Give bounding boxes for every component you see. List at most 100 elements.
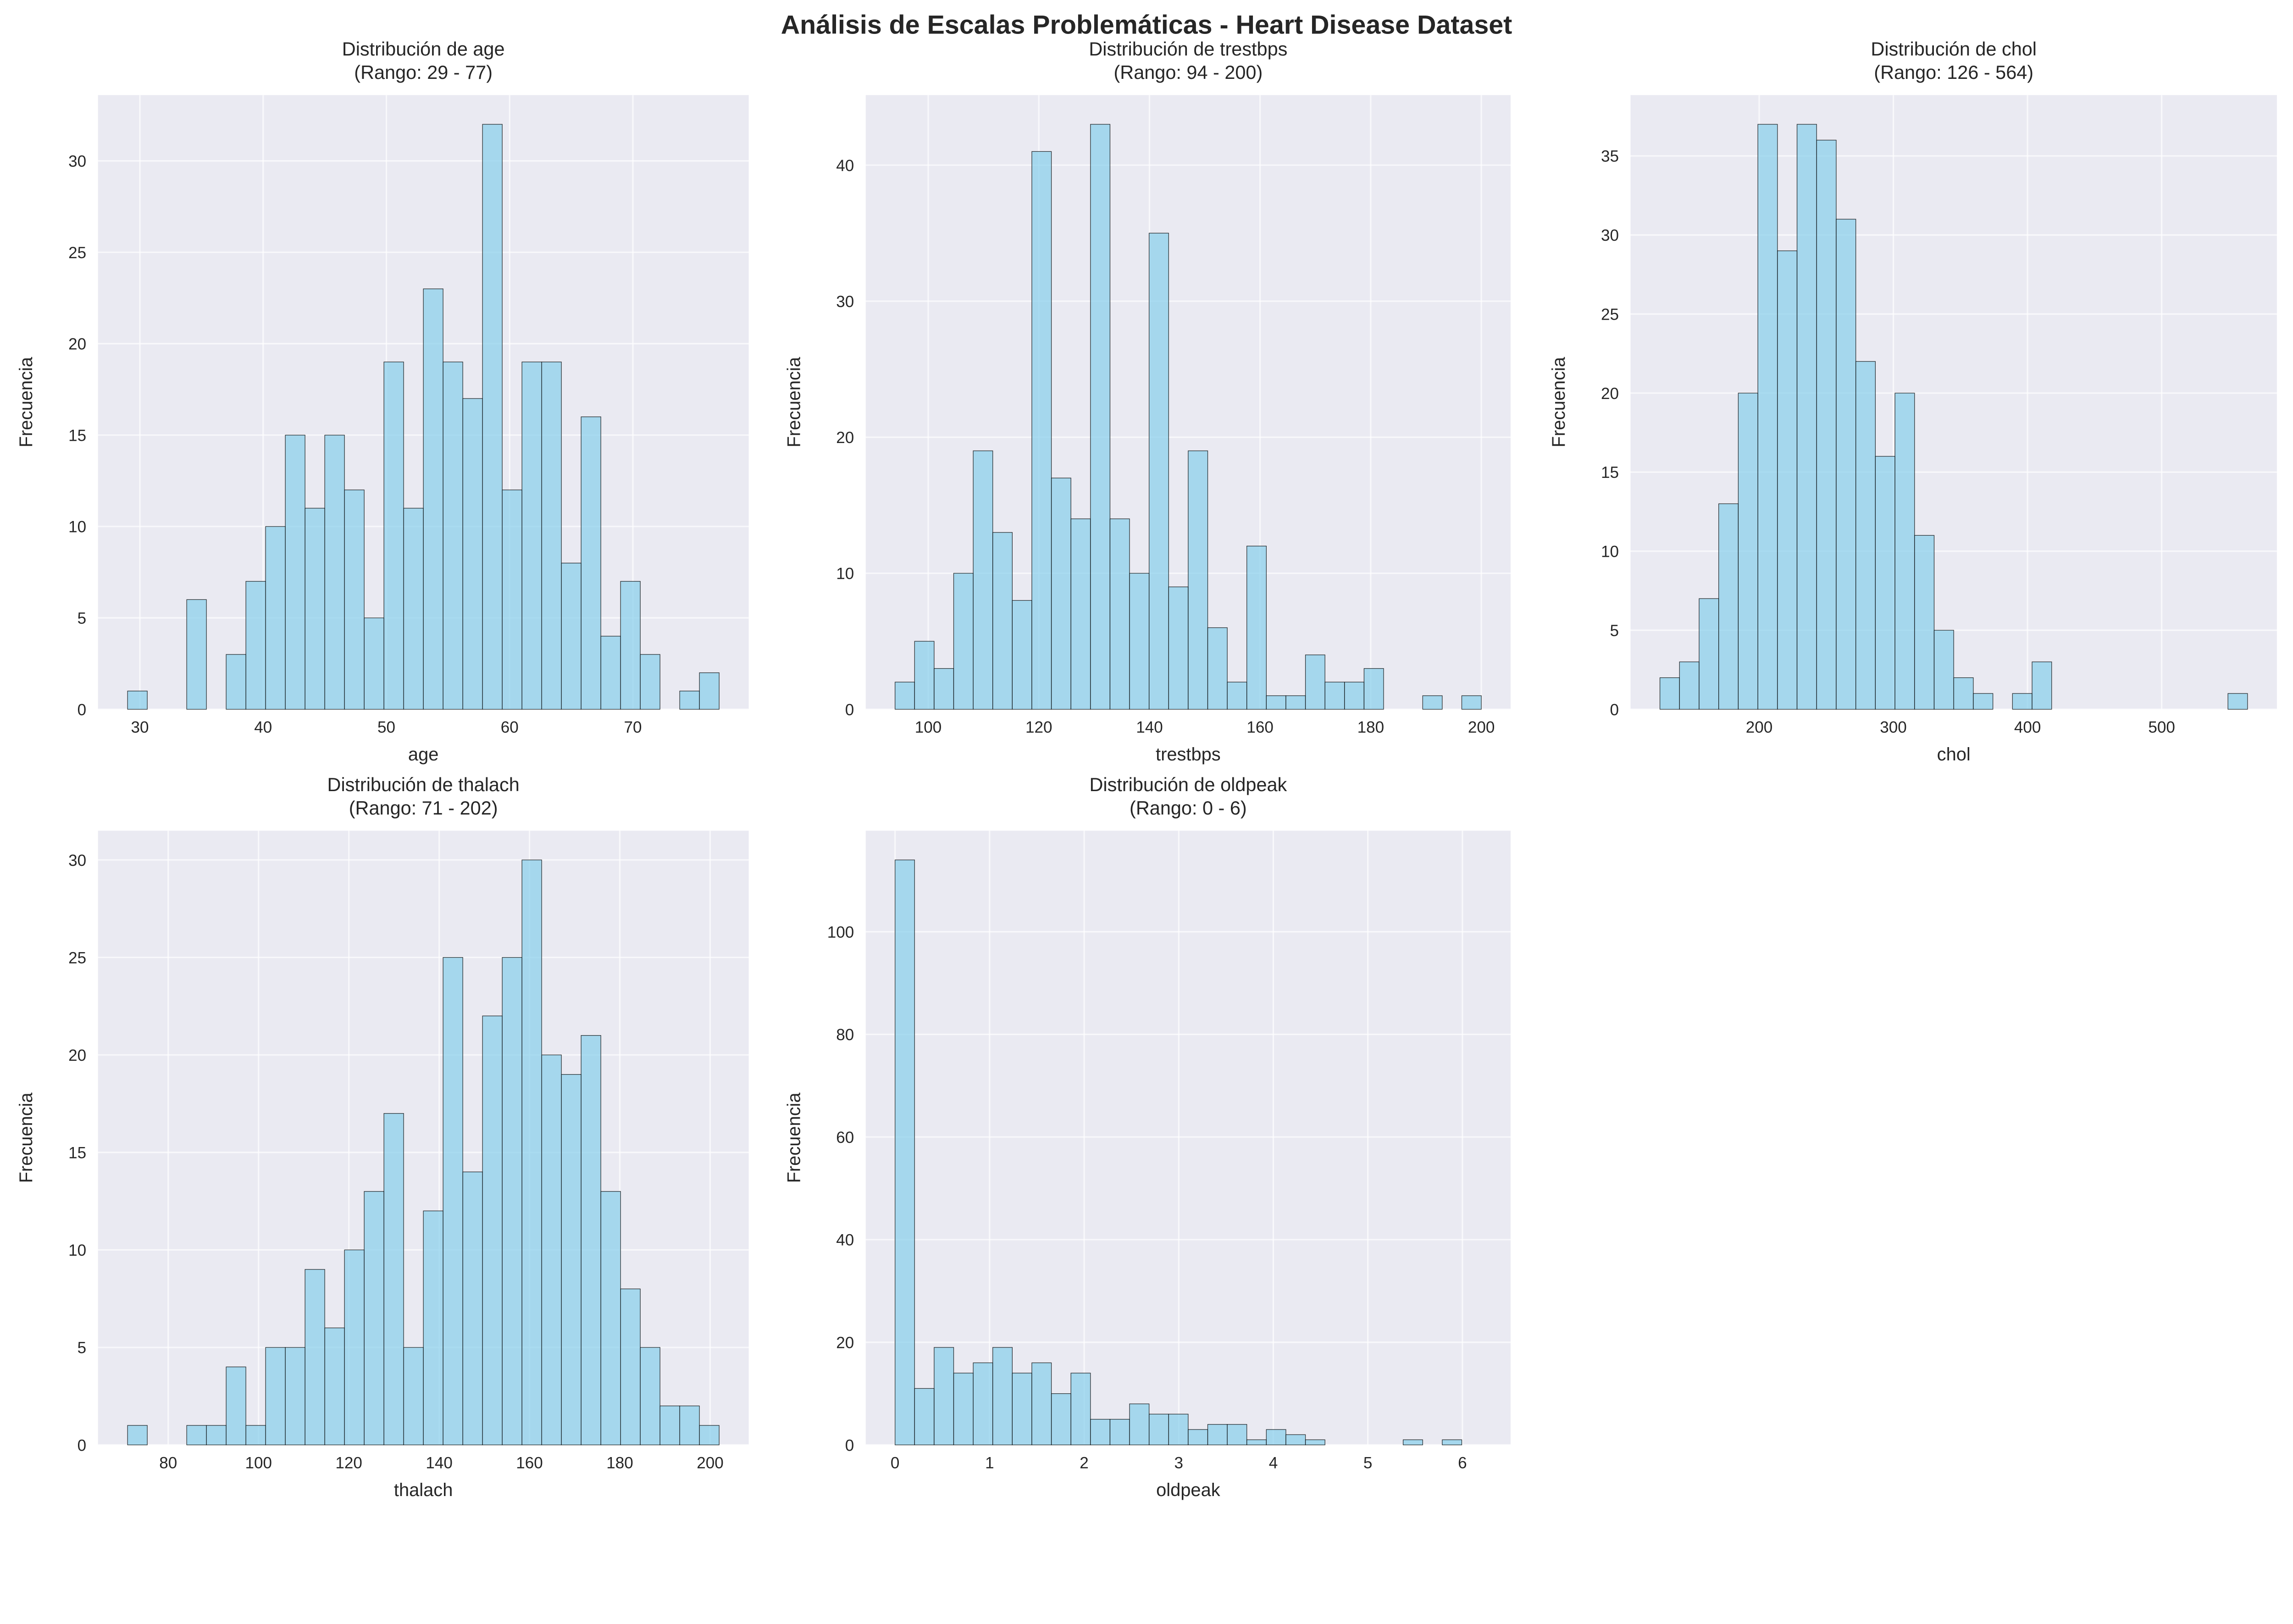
y-tick-label: 40 xyxy=(836,1231,854,1249)
histogram-bar xyxy=(127,691,148,710)
x-tick-label: 300 xyxy=(1880,719,1907,737)
histogram-bar xyxy=(305,1269,325,1446)
histogram-bar xyxy=(226,654,246,710)
x-tick-label: 180 xyxy=(606,1454,633,1472)
histogram-bar xyxy=(1207,1424,1228,1446)
y-tick-label: 10 xyxy=(68,1242,86,1259)
y-tick-label: 10 xyxy=(836,565,854,583)
y-axis-label: Frecuencia xyxy=(784,1092,804,1183)
x-tick-label: 500 xyxy=(2148,719,2175,737)
y-tick-label: 25 xyxy=(1601,305,1619,323)
histogram-bar xyxy=(1090,1419,1111,1446)
x-tick-label: 0 xyxy=(891,1454,900,1472)
y-axis-label: Frecuencia xyxy=(784,357,804,448)
histogram-bar xyxy=(1266,695,1286,710)
y-axis-label: Frecuencia xyxy=(16,357,36,448)
histogram-bar xyxy=(1973,693,1994,710)
x-axis-label: age xyxy=(408,744,438,765)
histogram-bar xyxy=(127,1425,148,1446)
x-tick-label: 140 xyxy=(1136,719,1163,737)
histogram-bar xyxy=(561,1074,582,1446)
y-tick-label: 5 xyxy=(78,610,87,627)
histogram-bar xyxy=(364,617,384,710)
x-tick-label: 120 xyxy=(1025,719,1052,737)
histogram-bar xyxy=(1188,450,1208,710)
histogram-bar xyxy=(1953,677,1974,710)
histogram-bar xyxy=(1305,654,1325,710)
y-tick-label: 20 xyxy=(836,1334,854,1352)
histogram-bar xyxy=(1051,1393,1071,1446)
y-tick-label: 10 xyxy=(68,518,86,536)
histogram-bar xyxy=(245,581,266,710)
y-tick-label: 0 xyxy=(78,1436,87,1454)
histogram-bar xyxy=(895,859,915,1446)
histogram-bar xyxy=(324,435,345,710)
histogram-bar xyxy=(1070,1373,1091,1446)
histogram-bar xyxy=(679,1405,700,1446)
subplot-subtitle: (Rango: 29 - 77) xyxy=(354,61,493,83)
y-tick-label: 35 xyxy=(1601,148,1619,166)
histogram-bar xyxy=(1422,695,1443,710)
histogram-bar xyxy=(462,1171,483,1446)
histogram-bar xyxy=(640,654,660,710)
histogram-bar xyxy=(383,361,404,710)
histogram-bar xyxy=(186,1425,207,1446)
histogram-bar xyxy=(305,508,325,710)
histogram-bar xyxy=(502,957,522,1446)
histogram-bar xyxy=(659,1405,680,1446)
histogram-bar xyxy=(1051,477,1071,710)
x-tick-label: 120 xyxy=(335,1454,362,1472)
x-tick-label: 100 xyxy=(915,719,942,737)
histogram-bar xyxy=(1363,668,1384,710)
x-tick-label: 100 xyxy=(245,1454,272,1472)
plot-area xyxy=(865,831,1511,1445)
histogram-bar xyxy=(521,859,542,1446)
subplot-title: Distribución de oldpeak xyxy=(1090,774,1287,795)
y-tick-label: 30 xyxy=(68,852,86,870)
histogram-bar xyxy=(521,361,542,710)
histogram-bar xyxy=(1227,1424,1247,1446)
histogram-bar xyxy=(344,1249,365,1446)
subplot-thalach: 80 100 120 140 160 180 200 0 5 10 15 20 25 30 Distribu… xyxy=(16,774,749,1500)
histogram-bar xyxy=(541,1054,562,1446)
histogram-bar xyxy=(1031,1362,1052,1446)
x-tick-label: 1 xyxy=(985,1454,994,1472)
subplot-title: Distribución de chol xyxy=(1871,38,2037,60)
histogram-bar xyxy=(992,1347,1013,1446)
histogram-bar xyxy=(245,1425,266,1446)
y-tick-label: 15 xyxy=(1601,464,1619,482)
histogram-bar xyxy=(226,1366,246,1446)
histogram-bar xyxy=(1933,630,1954,710)
histogram-bar xyxy=(1344,682,1365,710)
y-tick-label: 15 xyxy=(68,1144,86,1162)
y-tick-label: 20 xyxy=(836,429,854,447)
histogram-bar xyxy=(1285,1434,1306,1446)
x-axis-label: oldpeak xyxy=(1156,1480,1220,1500)
x-tick-label: 4 xyxy=(1269,1454,1278,1472)
histogram-bar xyxy=(934,668,954,710)
histogram-bar xyxy=(1109,1419,1130,1446)
subplot-subtitle: (Rango: 0 - 6) xyxy=(1130,797,1247,819)
y-tick-label: 0 xyxy=(845,1436,854,1454)
y-tick-label: 30 xyxy=(1601,227,1619,244)
histogram-bar xyxy=(1207,627,1228,710)
histogram-bar xyxy=(324,1327,345,1446)
x-tick-label: 180 xyxy=(1357,719,1385,737)
histogram-bar xyxy=(2032,661,2052,710)
y-tick-label: 40 xyxy=(836,157,854,175)
subplot-subtitle: (Rango: 71 - 202) xyxy=(349,797,498,819)
y-tick-label: 100 xyxy=(827,923,854,941)
x-tick-label: 70 xyxy=(624,719,642,737)
x-tick-label: 80 xyxy=(159,1454,177,1472)
figure: Análisis de Escalas Problemáticas - Hear… xyxy=(16,10,2277,1500)
histogram-bar xyxy=(1875,456,1895,710)
histogram-bar xyxy=(620,581,641,710)
histogram-bar xyxy=(1129,1403,1150,1446)
histogram-bar xyxy=(186,599,207,710)
histogram-bar xyxy=(1070,518,1091,710)
x-axis-label: thalach xyxy=(394,1480,453,1500)
y-tick-label: 0 xyxy=(78,701,87,719)
y-tick-label: 10 xyxy=(1601,543,1619,561)
histogram-bar xyxy=(600,1191,621,1446)
histogram-bar xyxy=(953,1373,974,1446)
